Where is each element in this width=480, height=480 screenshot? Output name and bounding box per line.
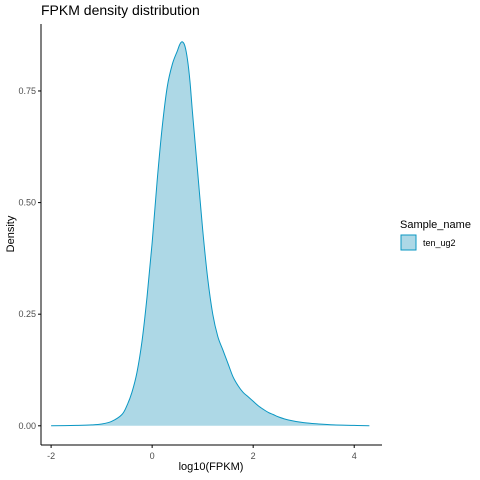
x-tick-label: -2 [47, 451, 55, 461]
y-axis-ticks: 0.00 0.25 0.50 0.75 [18, 86, 41, 431]
x-tick-label: 0 [150, 451, 155, 461]
legend: Sample_name ten_ug2 [400, 219, 471, 251]
chart-title: FPKM density distribution [41, 2, 200, 18]
x-tick-label: 2 [251, 451, 256, 461]
plot-area [51, 41, 370, 427]
legend-title: Sample_name [400, 219, 471, 231]
x-axis-title: log10(FPKM) [179, 461, 244, 473]
y-tick-label: 0.25 [18, 309, 36, 319]
y-axis-title: Density [5, 215, 17, 252]
x-tick-label: 4 [352, 451, 357, 461]
density-area-ten-ug2 [51, 41, 370, 426]
legend-label-ten-ug2: ten_ug2 [423, 238, 456, 248]
density-line-ten-ug2 [51, 41, 370, 427]
legend-key-ten-ug2 [400, 234, 417, 251]
y-tick-label: 0.50 [18, 198, 36, 208]
y-tick-label: 0.00 [18, 421, 36, 431]
x-axis-ticks: -2 0 2 4 [47, 445, 357, 461]
y-tick-label: 0.75 [18, 86, 36, 96]
